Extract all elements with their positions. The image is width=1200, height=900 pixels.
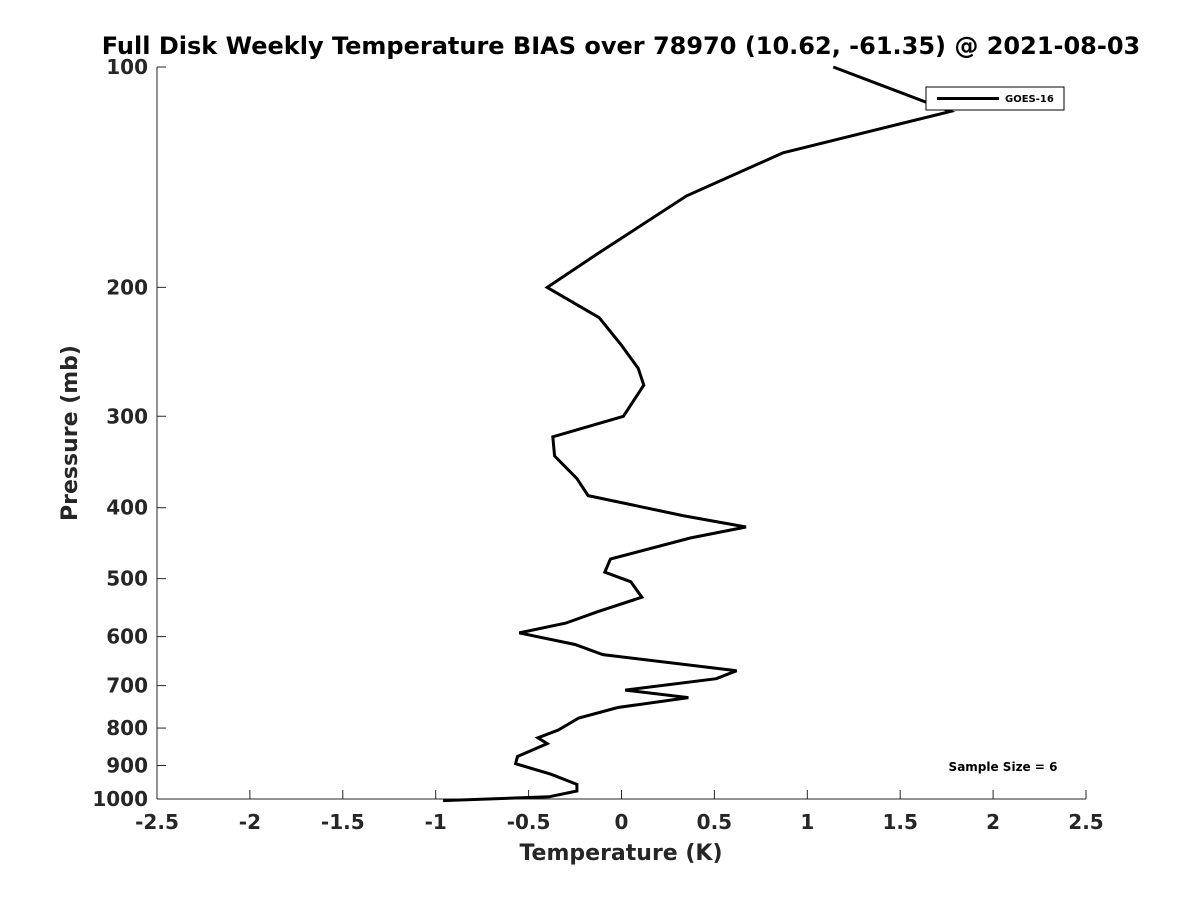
- x-tick-label: -1.5: [321, 810, 365, 834]
- x-tick-label: -2.5: [135, 810, 179, 834]
- x-tick-label: 2.5: [1068, 810, 1103, 834]
- plot-axes: [156, 67, 1086, 800]
- axis-ticks: -2.5 -2 -1.5 -1 -0.5 0 0.5 1 1.5 2 2.5 100 200 300 400…: [92, 55, 1103, 834]
- x-tick-label: 0.5: [697, 810, 732, 834]
- sample-size-annotation: Sample Size = 6: [949, 760, 1058, 774]
- y-tick-label: 200: [106, 275, 148, 299]
- y-tick-label: 800: [106, 716, 148, 740]
- x-tick-label: -0.5: [507, 810, 551, 834]
- legend-label-goes-16: GOES-16: [1005, 94, 1054, 105]
- chart-title: Full Disk Weekly Temperature BIAS over 7…: [102, 32, 1141, 60]
- x-tick-label: 1.5: [882, 810, 917, 834]
- series-line-goes-16: [443, 65, 956, 803]
- x-axis-label: Temperature (K): [519, 841, 722, 866]
- y-tick-label: 900: [106, 754, 148, 778]
- y-tick-label: 100: [106, 55, 148, 79]
- y-tick-label: 1000: [92, 787, 148, 811]
- x-tick-label: -1: [425, 810, 447, 834]
- legend: GOES-16: [925, 86, 1065, 111]
- y-tick-label: 500: [106, 567, 148, 591]
- x-tick-label: 2: [986, 810, 1000, 834]
- x-tick-label: 1: [800, 810, 814, 834]
- x-tick-label: -2: [239, 810, 261, 834]
- y-tick-label: 400: [106, 496, 148, 520]
- x-tick-label: 0: [615, 810, 629, 834]
- series-lines: [443, 65, 956, 803]
- y-tick-label: 300: [106, 404, 148, 428]
- y-tick-label: 700: [106, 674, 148, 698]
- y-tick-label: 600: [106, 625, 148, 649]
- y-axis-label: Pressure (mb): [58, 345, 83, 521]
